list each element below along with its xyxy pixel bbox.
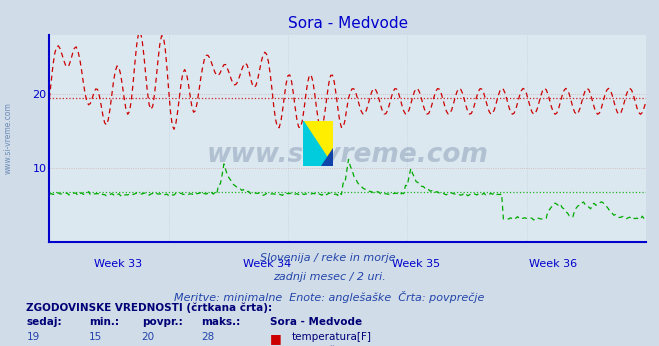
Text: 15: 15 [89,332,102,342]
Title: Sora - Medvode: Sora - Medvode [287,16,408,31]
Text: sedaj:: sedaj: [26,317,62,327]
Text: 20: 20 [142,332,155,342]
Text: www.si-vreme.com: www.si-vreme.com [207,142,488,168]
Text: temperatura[F]: temperatura[F] [291,332,371,342]
Text: Meritve: minimalne  Enote: anglešaške  Črta: povprečje: Meritve: minimalne Enote: anglešaške Črt… [175,291,484,303]
Text: 28: 28 [201,332,214,342]
Text: 19: 19 [26,332,40,342]
Text: Week 33: Week 33 [94,259,142,269]
Text: ■: ■ [270,332,282,345]
Text: www.si-vreme.com: www.si-vreme.com [3,102,13,174]
Text: Slovenija / reke in morje.: Slovenija / reke in morje. [260,253,399,263]
Text: Sora - Medvode: Sora - Medvode [270,317,362,327]
Polygon shape [321,148,333,166]
Text: Week 36: Week 36 [529,259,577,269]
Text: zadnji mesec / 2 uri.: zadnji mesec / 2 uri. [273,272,386,282]
Text: Week 34: Week 34 [243,259,291,269]
Text: ZGODOVINSKE VREDNOSTI (črtkana črta):: ZGODOVINSKE VREDNOSTI (črtkana črta): [26,303,272,313]
Polygon shape [303,121,333,166]
Text: Week 35: Week 35 [392,259,440,269]
Text: povpr.:: povpr.: [142,317,183,327]
Text: maks.:: maks.: [201,317,241,327]
Polygon shape [303,121,333,166]
Text: min.:: min.: [89,317,119,327]
